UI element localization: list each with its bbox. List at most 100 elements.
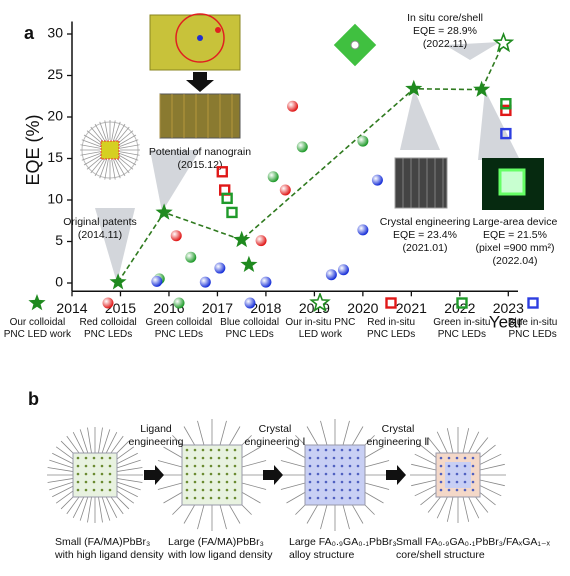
atom (217, 496, 221, 500)
ligand (197, 503, 205, 530)
atom (209, 488, 213, 492)
atom (84, 488, 88, 492)
atom (233, 464, 237, 468)
ligand (240, 482, 267, 490)
illustration (350, 40, 360, 50)
ligand (342, 420, 350, 447)
atom (455, 456, 459, 460)
sphere-marker (102, 297, 114, 309)
legend-marker (173, 297, 185, 309)
atom (356, 456, 360, 460)
atom (217, 488, 221, 492)
sphere-marker (260, 276, 272, 288)
atom (439, 488, 443, 492)
illustration (175, 13, 225, 63)
ligand (119, 144, 140, 149)
atom (76, 464, 80, 468)
square-marker (216, 166, 228, 178)
atom (324, 464, 328, 468)
annotation: In situ core/shell (407, 12, 483, 24)
ligand (117, 156, 134, 170)
atom (471, 488, 475, 492)
ligand (115, 481, 141, 491)
atom (233, 488, 237, 492)
atom (92, 488, 96, 492)
square-marker (226, 206, 238, 219)
legend-item: Our colloidal PNC LED work (2, 293, 73, 341)
atom (324, 472, 328, 476)
star-marker (492, 31, 515, 53)
atom (308, 464, 312, 468)
atom (439, 464, 443, 468)
ligand (113, 159, 121, 179)
ligand (118, 154, 137, 166)
square-marker (500, 127, 512, 140)
ligand (479, 479, 505, 487)
annotation: Potential of nanograin (149, 146, 251, 158)
legend-marker (244, 297, 256, 309)
y-tick-label: 20 (47, 108, 63, 124)
ligand (411, 463, 437, 471)
ligand (462, 496, 470, 522)
atom (185, 488, 189, 492)
atom (463, 464, 467, 468)
ligand (320, 503, 328, 530)
sphere-marker (287, 100, 299, 112)
atom (463, 472, 467, 476)
atom (100, 472, 104, 476)
x-tick-label: 2018 (250, 300, 281, 316)
atom (348, 464, 352, 468)
ligand (114, 123, 126, 142)
legend-label: Our colloidal PNC LED work (3, 317, 71, 340)
sphere-marker (170, 230, 182, 242)
atom (209, 464, 213, 468)
callout (95, 208, 135, 283)
annotation: Original patents (63, 216, 137, 228)
legend-label: Green in-situ PNC LEDs (433, 317, 491, 340)
process-label: Crystal (382, 423, 415, 435)
atom (108, 456, 112, 460)
atom (84, 472, 88, 476)
legend-label: Red colloidal PNC LEDs (79, 317, 137, 340)
atom (439, 480, 443, 484)
ligand (104, 120, 109, 141)
ligand (49, 481, 75, 491)
legend-marker (309, 293, 332, 313)
x-tick-label: 2017 (202, 300, 233, 316)
sphere-marker (185, 251, 197, 263)
atom (455, 464, 459, 468)
ligand (111, 120, 116, 141)
annotation: Crystal engineering (380, 216, 471, 228)
sphere-marker (151, 275, 163, 287)
atom (100, 464, 104, 468)
legend-marker (28, 294, 46, 311)
y-tick-label: 15 (47, 149, 63, 165)
structure-caption: Small FA₀.₉GA₀.₁PbBr₃/FAₓGA₁₋ₓ (396, 536, 551, 548)
star-marker (473, 80, 491, 97)
callout (478, 90, 520, 160)
sphere-marker (173, 297, 185, 309)
atom (356, 488, 360, 492)
y-tick-label: 0 (55, 274, 63, 290)
atom (439, 472, 443, 476)
atom (76, 488, 80, 492)
atom (463, 456, 467, 460)
legend-item: Green in-situ PNC LEDs (427, 293, 498, 341)
atom (225, 480, 229, 484)
ligand (280, 460, 307, 468)
atom (455, 488, 459, 492)
y-axis-label: EQE (%) (23, 114, 43, 185)
atom (100, 480, 104, 484)
ligand (87, 427, 92, 454)
annotation: Large-area device (473, 216, 558, 228)
structure-caption: Small (FA/MA)PbBr₃ (55, 536, 150, 548)
ligand (197, 420, 205, 447)
x-axis-label: Year (489, 312, 524, 331)
sphere-marker (325, 269, 337, 281)
legend-item: Blue colloidal PNC LEDs (214, 293, 285, 341)
ligand (87, 496, 92, 523)
atom (340, 448, 344, 452)
sphere-marker (371, 174, 383, 186)
